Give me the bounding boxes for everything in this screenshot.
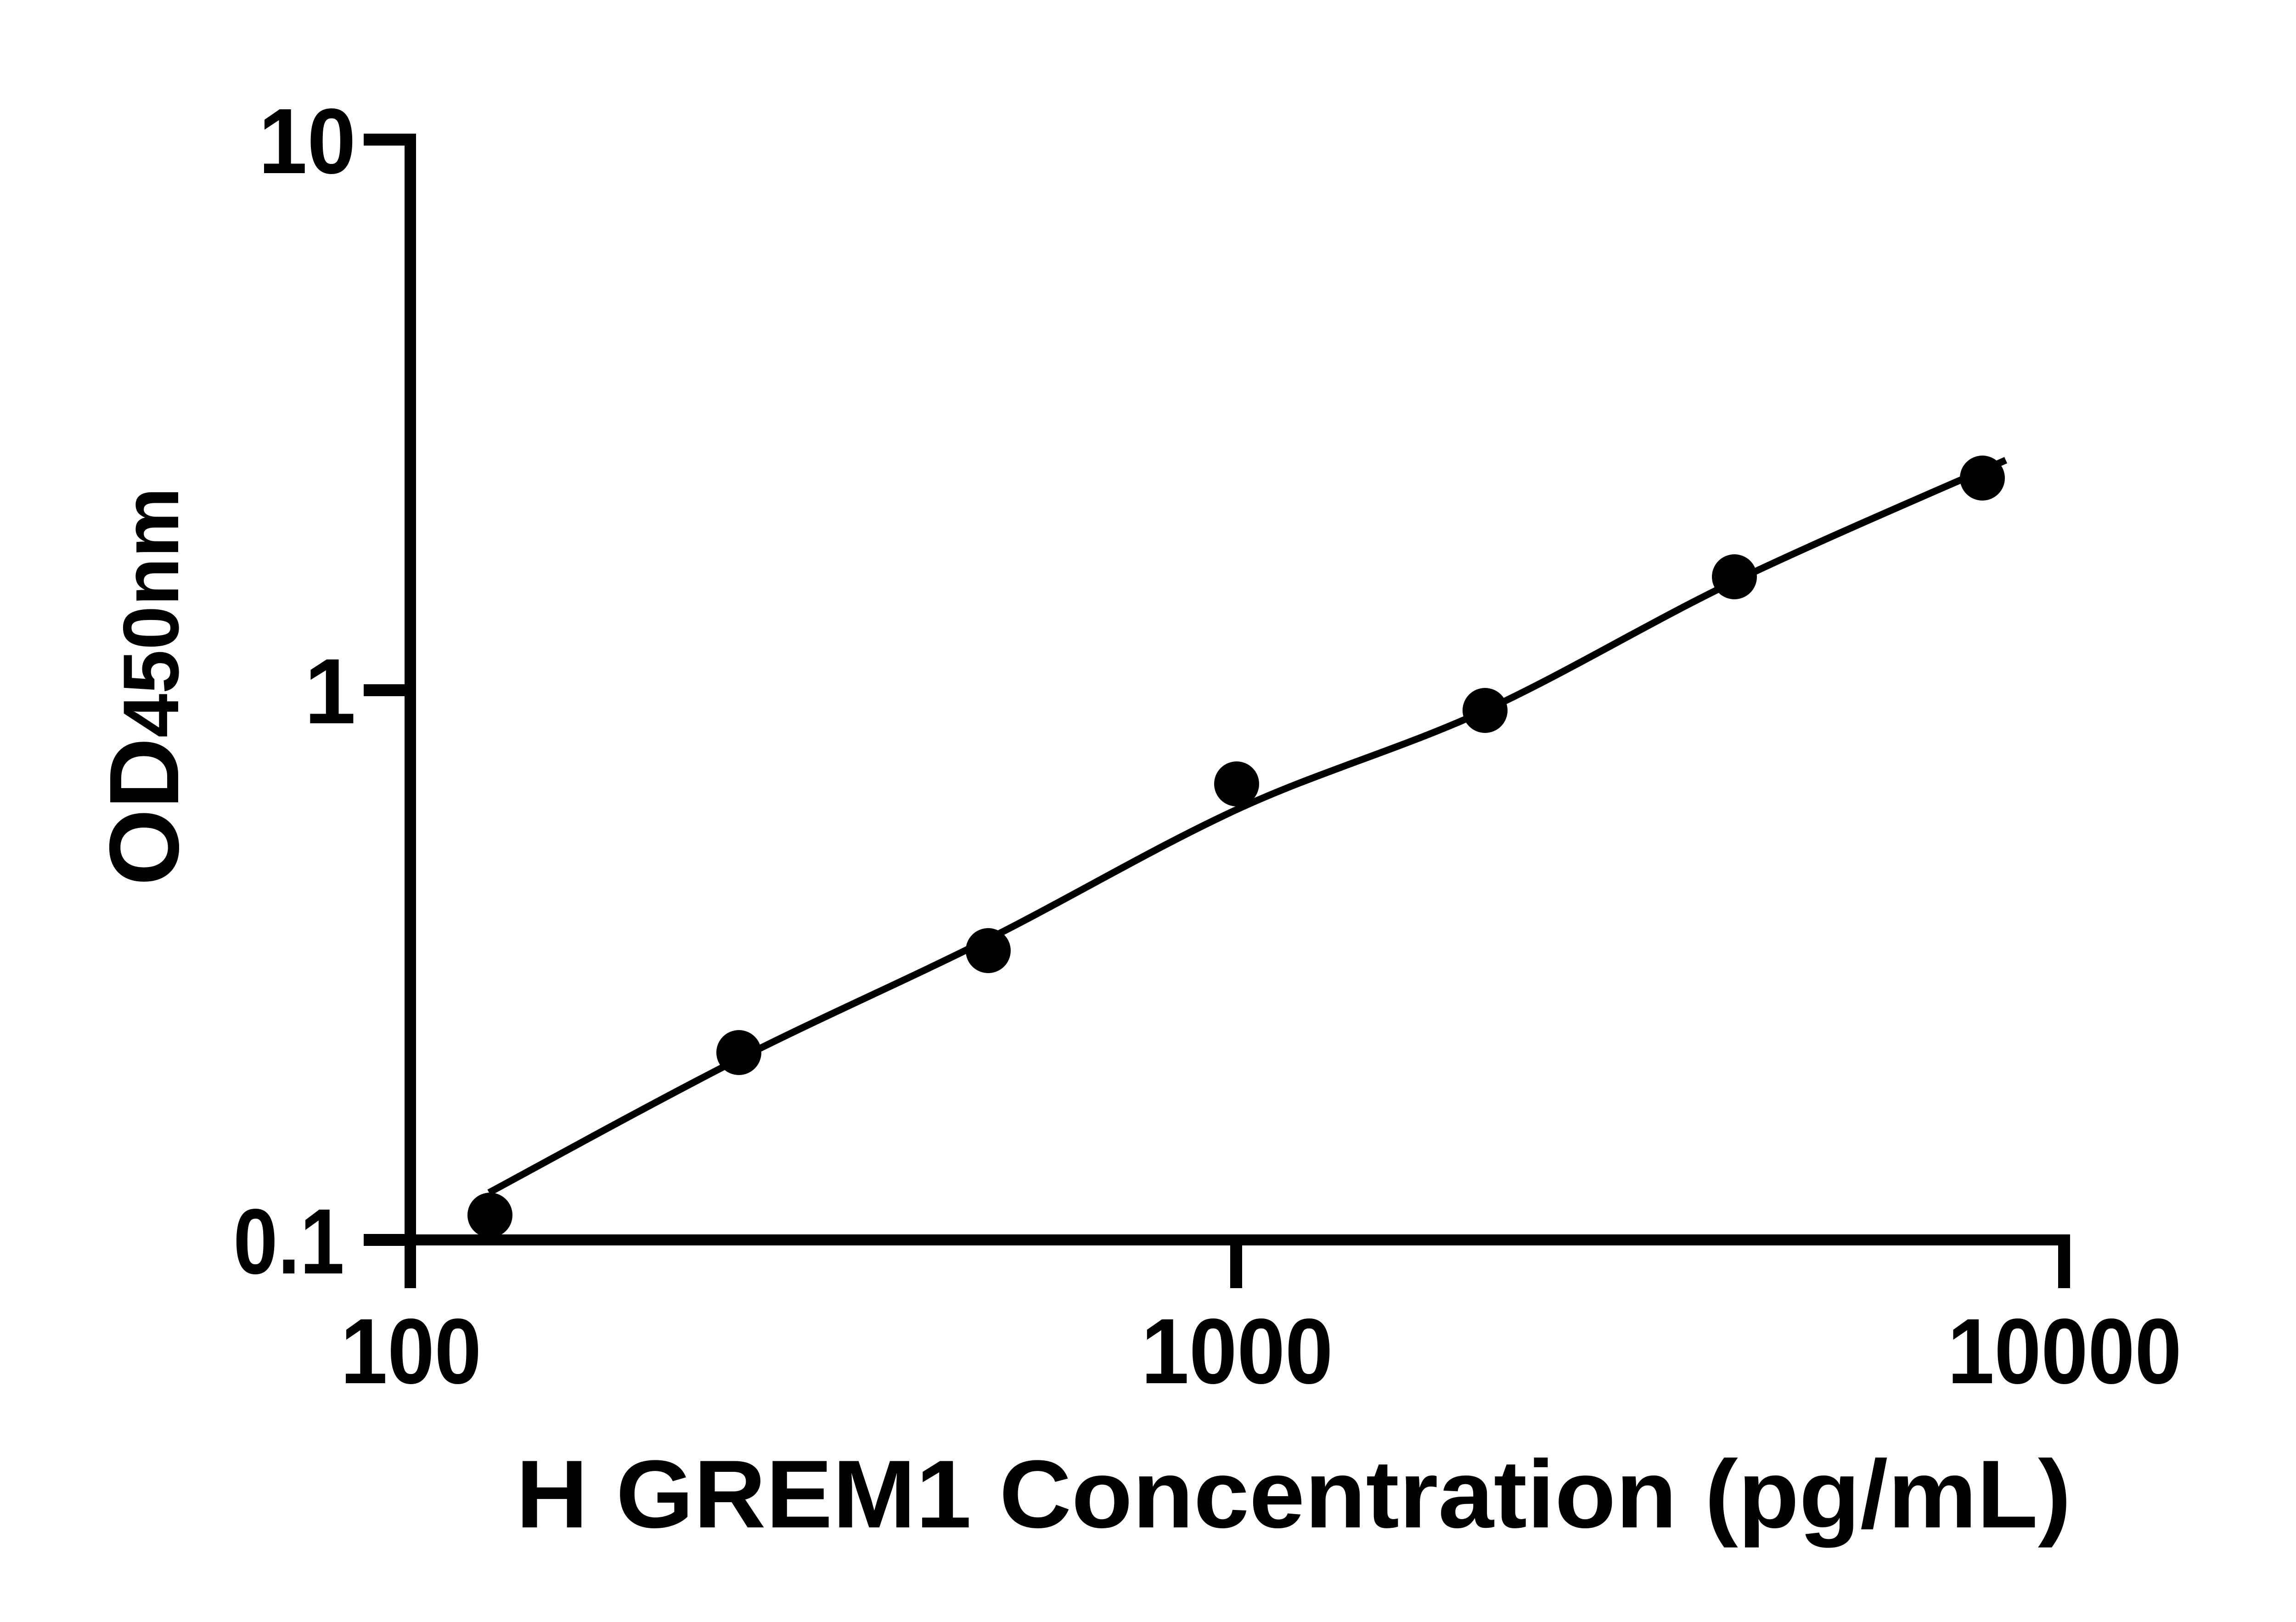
svg-text:OD450nm: OD450nm	[89, 487, 199, 885]
svg-text:H GREM1 Concentration (pg/mL): H GREM1 Concentration (pg/mL)	[516, 1440, 2071, 1548]
svg-text:1000: 1000	[1141, 1299, 1333, 1403]
svg-text:100: 100	[341, 1299, 482, 1403]
svg-text:10: 10	[259, 89, 356, 193]
svg-text:1: 1	[304, 639, 356, 743]
svg-text:10000: 10000	[1947, 1299, 2182, 1403]
svg-text:0.1: 0.1	[233, 1189, 344, 1293]
